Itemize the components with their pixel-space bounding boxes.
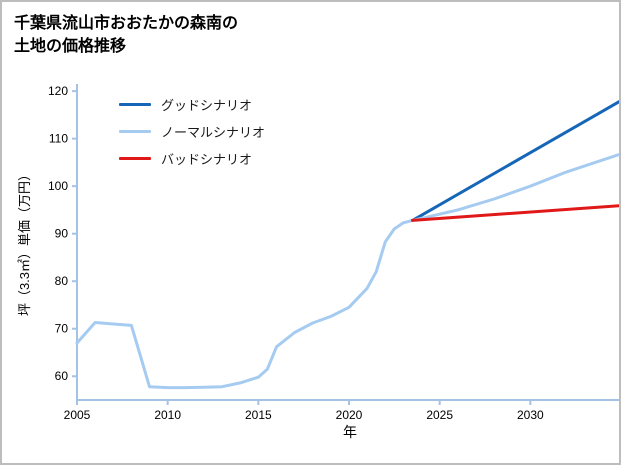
y-axis-label: 坪（3.3㎡）単価（万円） xyxy=(17,167,32,317)
chart-title: 千葉県流山市おおたかの森南の 土地の価格推移 xyxy=(14,12,238,58)
legend-swatch-good xyxy=(119,103,151,106)
svg-text:110: 110 xyxy=(49,132,68,146)
legend-item-bad: バッドシナリオ xyxy=(119,150,265,167)
chart-title-line1: 千葉県流山市おおたかの森南の xyxy=(14,15,239,32)
svg-text:80: 80 xyxy=(55,274,69,288)
legend-item-normal: ノーマルシナリオ xyxy=(119,123,265,140)
legend-label-bad: バッドシナリオ xyxy=(161,152,253,167)
svg-text:60: 60 xyxy=(55,369,69,383)
legend-label-good: グッドシナリオ xyxy=(161,98,253,113)
legend-swatch-normal xyxy=(119,130,151,133)
svg-text:2005: 2005 xyxy=(64,408,91,422)
x-axis-label: 年 xyxy=(343,424,357,440)
svg-text:2020: 2020 xyxy=(336,408,363,422)
svg-text:100: 100 xyxy=(48,179,68,193)
svg-text:70: 70 xyxy=(55,322,69,336)
legend: グッドシナリオ ノーマルシナリオ バッドシナリオ xyxy=(119,96,265,167)
svg-text:90: 90 xyxy=(55,227,69,241)
svg-text:2010: 2010 xyxy=(154,408,181,422)
svg-text:2025: 2025 xyxy=(426,408,453,422)
legend-item-good: グッドシナリオ xyxy=(119,96,265,113)
legend-swatch-bad xyxy=(119,157,151,160)
chart-title-line2: 土地の価格推移 xyxy=(14,38,127,56)
svg-text:2030: 2030 xyxy=(517,408,544,422)
svg-text:120: 120 xyxy=(48,84,68,98)
legend-label-normal: ノーマルシナリオ xyxy=(161,125,266,140)
svg-text:2015: 2015 xyxy=(245,408,272,422)
